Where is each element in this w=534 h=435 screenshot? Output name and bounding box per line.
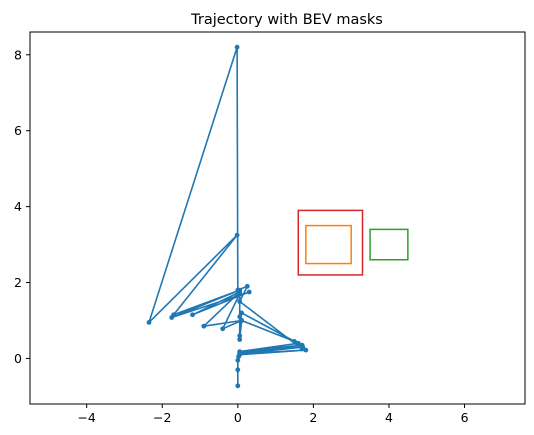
y-axis: 0 2 4 6 8: [14, 47, 30, 366]
x-tick-label: −4: [77, 410, 95, 425]
trajectory-point: [239, 318, 245, 323]
plot-area-frame: [29, 31, 526, 405]
trajectory-point: [292, 339, 297, 344]
trajectory-point: [146, 320, 152, 325]
trajectory-point: [201, 323, 207, 329]
trajectory-point: [244, 283, 250, 289]
trajectory-point: [299, 342, 305, 348]
bev-mask-rect-2: [305, 224, 352, 265]
bev-mask-rect-3: [369, 228, 409, 261]
trajectory-point: [234, 232, 240, 238]
trajectory-layer: [146, 44, 309, 389]
trajectory-point: [299, 346, 305, 352]
trajectory-point: [190, 312, 195, 318]
x-tick-label: 6: [461, 410, 469, 425]
trajectory-point: [237, 333, 243, 339]
trajectory-point: [235, 287, 241, 293]
y-tick-label: 8: [14, 47, 22, 62]
trajectory-point: [235, 367, 241, 373]
trajectory-point: [235, 357, 241, 363]
trajectory-point: [171, 312, 177, 318]
trajectory-point: [237, 299, 243, 304]
trajectory-point: [234, 44, 240, 50]
x-tick-label: 2: [309, 410, 317, 425]
trajectory-line: [148, 46, 307, 386]
trajectory-point: [235, 383, 241, 389]
trajectory-point: [295, 340, 301, 346]
trajectory-point: [303, 347, 309, 353]
y-tick-label: 6: [14, 123, 22, 138]
trajectory-point: [237, 349, 243, 354]
y-tick-label: 2: [14, 275, 22, 290]
trajectory-point: [237, 314, 243, 320]
x-tick-label: 4: [385, 410, 393, 425]
trajectory-point: [239, 310, 245, 316]
x-tick-label: 0: [234, 410, 242, 425]
bev-mask-layer: [297, 209, 409, 276]
x-tick-label: −2: [153, 410, 171, 425]
trajectory-point: [237, 337, 243, 342]
trajectory-point: [220, 326, 226, 332]
chart-title: Trajectory with BEV masks: [190, 12, 383, 28]
y-tick-label: 4: [14, 199, 22, 214]
y-tick-label: 0: [14, 351, 22, 366]
bev-mask-rect-1: [297, 209, 364, 276]
x-axis: −4 −2 0 2 4 6: [77, 404, 469, 425]
trajectory-point: [246, 289, 252, 295]
